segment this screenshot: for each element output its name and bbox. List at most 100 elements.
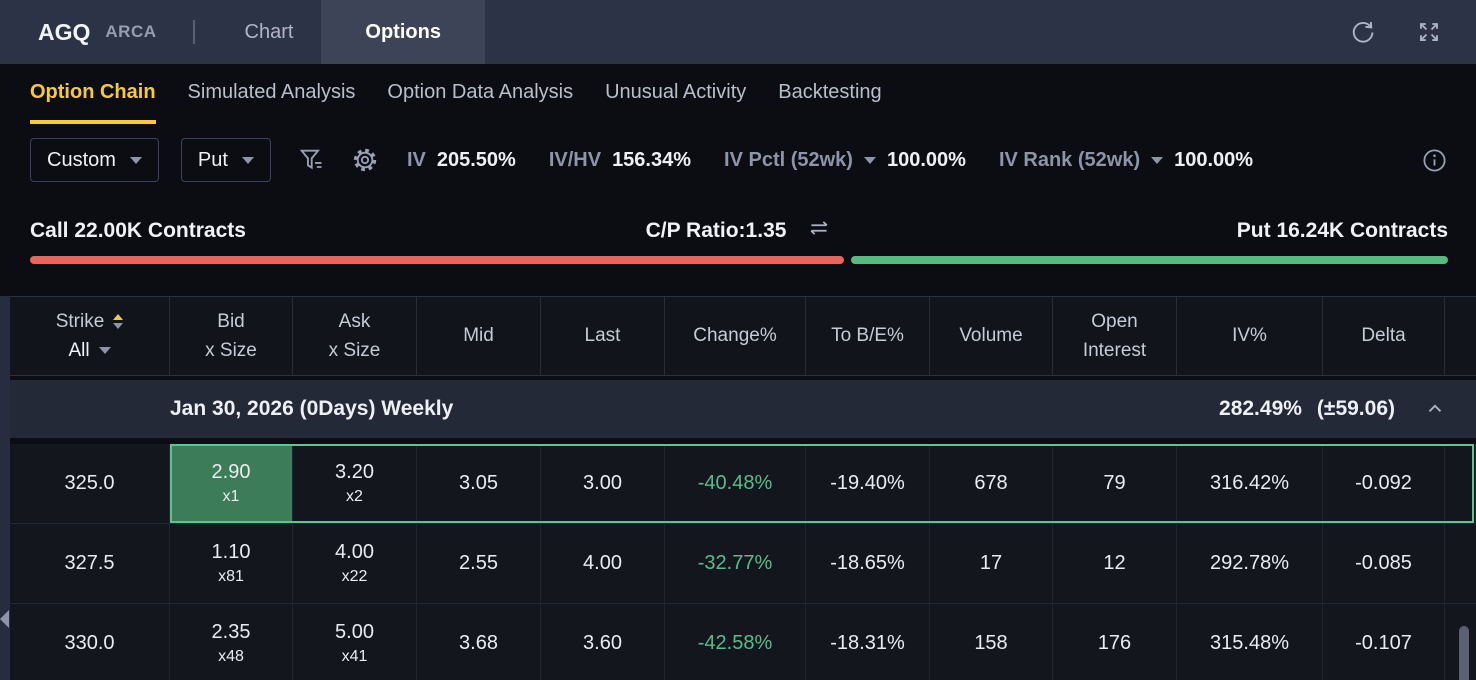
cell-value: 3.68 — [459, 632, 498, 654]
cell-mid[interactable]: 2.55 — [417, 524, 541, 603]
cell-ask[interactable]: 4.00 x22 — [293, 524, 417, 603]
option-row-325.0[interactable]: 325.0 2.90 x1 3.20 x2 3.05 3.00 -40.48% -19.40% 6… — [10, 444, 1476, 524]
call-put-ratio-bar — [30, 256, 1448, 264]
cell-mid[interactable]: 3.68 — [417, 604, 541, 680]
subtab-option-chain[interactable]: Option Chain — [30, 64, 156, 124]
scroll-left-icon[interactable] — [0, 610, 9, 628]
metric-iv: IV 205.50% — [407, 149, 516, 172]
column-header-text: Volume — [959, 325, 1023, 346]
cell-bid[interactable]: 1.10 x81 — [170, 524, 293, 603]
strike-filter-dropdown[interactable]: All — [68, 340, 111, 362]
chevron-down-icon — [863, 156, 876, 164]
cell-ask[interactable]: 3.20 x2 — [293, 444, 417, 523]
cell-last[interactable]: 4.00 — [541, 524, 665, 603]
strategy-dropdown-label: Custom — [47, 148, 116, 171]
sort-icon[interactable] — [113, 314, 124, 329]
metric-label: IV — [406, 148, 426, 171]
cell-strike[interactable]: 330.0 — [10, 604, 170, 680]
cell-oi[interactable]: 79 — [1053, 444, 1177, 523]
put-contracts-label: Put 16.24K Contracts — [1236, 219, 1449, 242]
strategy-dropdown[interactable]: Custom — [30, 138, 159, 182]
metric-value: 100.00% — [886, 148, 966, 171]
cell-tobe[interactable]: -18.31% — [806, 604, 930, 680]
vertical-scrollbar-thumb[interactable] — [1459, 626, 1469, 680]
expiration-expected-move: (±59.06) — [1316, 397, 1395, 420]
cell-value: 330.0 — [64, 632, 115, 654]
cell-size: x48 — [218, 648, 244, 665]
cell-delta[interactable]: -0.085 — [1323, 524, 1445, 603]
cell-mid[interactable]: 3.05 — [417, 444, 541, 523]
cell-value: 327.5 — [64, 552, 115, 574]
cell-tobe[interactable]: -18.65% — [806, 524, 930, 603]
exchange-label: ARCA — [105, 22, 157, 41]
cell-volume[interactable]: 17 — [930, 524, 1053, 603]
cell-strike[interactable]: 327.5 — [10, 524, 170, 603]
info-icon[interactable] — [1421, 147, 1448, 174]
column-header-filler — [1445, 297, 1476, 375]
option-row-327.5[interactable]: 327.5 1.10 x81 4.00 x22 2.55 4.00 -32.77% -18.65… — [10, 524, 1476, 604]
column-header-text: Ask — [338, 310, 371, 332]
column-header-text: To B/E% — [831, 325, 904, 346]
cell-value: 4.00 — [335, 541, 374, 563]
cell-oi[interactable]: 12 — [1053, 524, 1177, 603]
strike-header-label: Strike — [55, 310, 105, 332]
cell-iv[interactable]: 316.42% — [1177, 444, 1323, 523]
cell-last[interactable]: 3.60 — [541, 604, 665, 680]
cell-change[interactable]: -40.48% — [665, 444, 806, 523]
column-header-bid: Bid x Size — [170, 297, 293, 375]
metric-label[interactable]: IV Pctl (52wk) — [724, 148, 853, 171]
cell-bid[interactable]: 2.35 x48 — [170, 604, 293, 680]
expand-icon[interactable] — [1416, 19, 1442, 45]
column-header-strike[interactable]: Strike All — [10, 297, 170, 375]
column-header-iv: IV% — [1177, 297, 1323, 375]
table-header-row: Strike All Bid x Size Ask x Size Mid Last Change… — [10, 296, 1476, 376]
metric-iv-pctl-52wk-: IV Pctl (52wk) 100.00% — [724, 149, 966, 172]
cell-value: 12 — [1103, 552, 1126, 574]
column-header-mid: Mid — [417, 297, 541, 375]
tab-chart[interactable]: Chart — [244, 20, 294, 43]
cell-volume[interactable]: 158 — [930, 604, 1053, 680]
sort-desc-icon — [113, 323, 124, 329]
cell-delta[interactable]: -0.107 — [1323, 604, 1445, 680]
subtab-option-data-analysis[interactable]: Option Data Analysis — [387, 80, 574, 103]
tab-options[interactable]: Options — [321, 0, 485, 64]
column-header-text: Open — [1091, 310, 1138, 332]
cell-value: -0.092 — [1355, 472, 1412, 494]
metric-iv-rank-52wk-: IV Rank (52wk) 100.00% — [999, 149, 1253, 172]
cell-iv[interactable]: 315.48% — [1177, 604, 1323, 680]
subtab-simulated-analysis[interactable]: Simulated Analysis — [187, 80, 356, 103]
cell-value: -19.40% — [830, 472, 905, 494]
cell-delta[interactable]: -0.092 — [1323, 444, 1445, 523]
cell-value: 315.48% — [1210, 632, 1289, 654]
cell-tobe[interactable]: -19.40% — [806, 444, 930, 523]
expiration-iv: 282.49% — [1219, 397, 1302, 420]
option-row-330.0[interactable]: 330.0 2.35 x48 5.00 x41 3.68 3.60 -42.58% -18.31… — [10, 604, 1476, 680]
cell-oi[interactable]: 176 — [1053, 604, 1177, 680]
gear-icon[interactable] — [351, 146, 379, 174]
cell-volume[interactable]: 678 — [930, 444, 1053, 523]
subtab-backtesting[interactable]: Backtesting — [778, 80, 882, 103]
column-header-text: Interest — [1082, 339, 1147, 361]
cell-iv[interactable]: 292.78% — [1177, 524, 1323, 603]
cell-change[interactable]: -42.58% — [665, 604, 806, 680]
cell-strike[interactable]: 325.0 — [10, 444, 170, 523]
cell-change[interactable]: -32.77% — [665, 524, 806, 603]
metric-label[interactable]: IV Rank (52wk) — [998, 148, 1141, 171]
cell-ask[interactable]: 5.00 x41 — [293, 604, 417, 680]
cell-value: -40.48% — [697, 472, 773, 494]
collapse-chevron-icon[interactable] — [1424, 398, 1446, 420]
side-dropdown[interactable]: Put — [180, 138, 271, 182]
filter-icon[interactable] — [297, 146, 325, 174]
refresh-icon[interactable] — [1349, 19, 1376, 46]
subtab-unusual-activity[interactable]: Unusual Activity — [605, 80, 747, 103]
cell-last[interactable]: 3.00 — [541, 444, 665, 523]
column-header-tobe: To B/E% — [806, 297, 930, 375]
cell-value: 1.10 — [211, 541, 251, 563]
swap-icon[interactable] — [806, 215, 832, 247]
cell-size: x22 — [341, 568, 368, 585]
expiration-group-row[interactable]: Jan 30, 2026 (0Days) Weekly 282.49% (±59… — [10, 380, 1476, 438]
cell-bid[interactable]: 2.90 x1 — [170, 444, 293, 523]
iv-metrics: IV 205.50% IV/HV 156.34% IV Pctl (52wk) 100.0… — [407, 149, 1421, 172]
metric-iv-hv: IV/HV 156.34% — [549, 149, 691, 172]
